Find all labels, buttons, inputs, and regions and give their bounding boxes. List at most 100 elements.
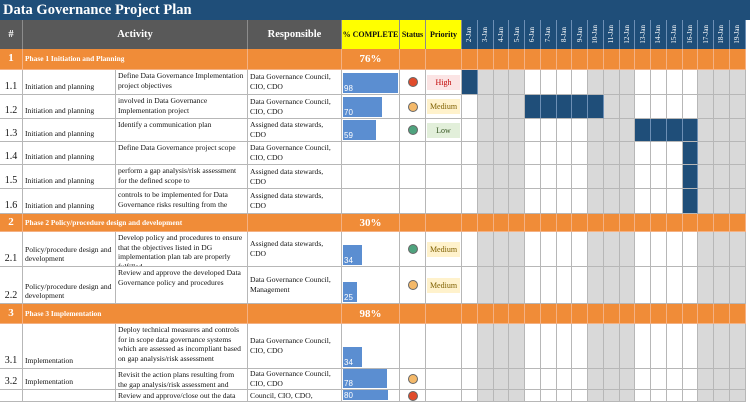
task-activity: Revisit the action plans resulting from … <box>116 369 248 390</box>
task-row[interactable]: 1.5 Initiation and planning perform a gap … <box>0 165 750 189</box>
status-red-icon <box>407 77 418 87</box>
gantt-cell <box>603 49 620 70</box>
phase-status <box>400 304 426 324</box>
task-number: 1.3 <box>0 119 23 142</box>
gantt-cell <box>698 142 714 165</box>
phase-row[interactable]: 2 Phase 2 Policy/procedure design and dev… <box>0 214 750 232</box>
gantt-cell <box>603 142 620 165</box>
progress-bar <box>343 369 387 388</box>
gantt-cell <box>477 304 494 324</box>
date-label: 18-Jan <box>717 25 726 44</box>
gantt-cell <box>635 49 651 70</box>
gantt-cell <box>509 214 525 232</box>
gantt-cell <box>714 95 730 119</box>
gantt-cell <box>714 165 730 189</box>
gantt-cell <box>619 390 636 402</box>
task-activity: perform a gap analysis/risk assessment f… <box>116 165 248 189</box>
progress-value: 34 <box>344 256 353 265</box>
gantt-cell <box>572 70 588 95</box>
gantt-cell <box>556 214 573 232</box>
date-header: 5-Jan <box>509 20 525 49</box>
gantt-cell <box>588 324 604 369</box>
task-percent-complete: 34 <box>342 324 400 369</box>
priority-badge: Medium <box>427 241 460 257</box>
phase-responsible <box>248 49 342 70</box>
header-status: Status <box>400 20 426 49</box>
gantt-cell <box>682 70 699 95</box>
phase-status <box>400 214 426 232</box>
header-percent-complete: % COMPLETE <box>342 20 400 49</box>
gantt-cell <box>556 189 573 214</box>
gantt-cell <box>493 119 510 142</box>
task-priority: Medium <box>426 95 462 119</box>
progress-value: 25 <box>344 293 353 302</box>
task-row[interactable]: 3.1 Implementation Deploy technical measur… <box>0 324 750 369</box>
task-row[interactable]: 1.3 Initiation and planning Identify a com… <box>0 119 750 142</box>
task-priority <box>426 142 462 165</box>
gantt-cell <box>572 232 588 267</box>
gantt-cell <box>509 95 525 119</box>
gantt-cell <box>540 232 557 267</box>
task-number: 1.5 <box>0 165 23 189</box>
gantt-cell <box>588 49 604 70</box>
phase-percent-complete: 98% <box>342 304 400 324</box>
gantt-cell <box>572 324 588 369</box>
gantt-cell <box>462 304 478 324</box>
gantt-cell <box>651 267 667 304</box>
task-category: Initiation and planning <box>23 189 116 214</box>
task-number <box>0 390 23 402</box>
task-row[interactable]: 1.1 Initiation and planning Define Data Go… <box>0 70 750 95</box>
gantt-cell <box>477 142 494 165</box>
gantt-cell <box>588 390 604 402</box>
phase-row[interactable]: 1 Phase 1 Initiation and Planning 76% <box>0 49 750 70</box>
gantt-cell <box>493 49 510 70</box>
task-row[interactable]: Review and approve/close out the data go… <box>0 390 750 402</box>
task-row[interactable]: 1.2 Initiation and planning involved in Da… <box>0 95 750 119</box>
gantt-cell <box>540 119 557 142</box>
gantt-cell <box>525 304 541 324</box>
phase-name: Phase 2 Policy/procedure design and deve… <box>23 214 248 232</box>
gantt-cell <box>462 324 478 369</box>
date-header: 11-Jan <box>603 20 620 49</box>
gantt-cell <box>714 49 730 70</box>
task-responsible: Data Governance Council, CIO, CDO <box>248 369 342 390</box>
gantt-cell <box>588 165 604 189</box>
status-green-icon <box>407 125 418 135</box>
task-row[interactable]: 2.1 Policy/procedure design and developme… <box>0 232 750 267</box>
gantt-cell <box>714 369 730 390</box>
task-row[interactable]: 1.4 Initiation and planning Define Data Go… <box>0 142 750 165</box>
gantt-cell <box>698 304 714 324</box>
task-responsible: Data Governance Council, CIO, CDO <box>248 95 342 119</box>
task-category: Implementation <box>23 324 116 369</box>
gantt-cell <box>477 70 494 95</box>
gantt-cell <box>682 95 699 119</box>
task-activity: Review and approve/close out the data go… <box>116 390 248 402</box>
gantt-cell <box>588 304 604 324</box>
date-header: 18-Jan <box>714 20 730 49</box>
gantt-cell <box>619 49 636 70</box>
task-responsible: Data Governance Council, CIO, CDO <box>248 324 342 369</box>
gantt-bar-segment <box>462 70 478 95</box>
gantt-bar-segment <box>572 95 588 119</box>
task-row[interactable]: 2.2 Policy/procedure design and developme… <box>0 267 750 304</box>
task-status <box>400 142 426 165</box>
gantt-cell <box>462 119 478 142</box>
gantt-cell <box>525 324 541 369</box>
task-responsible: Data Governance Council, CIO, CDO <box>248 142 342 165</box>
task-category <box>23 390 116 402</box>
task-category: Initiation and planning <box>23 165 116 189</box>
gantt-bar-segment <box>540 95 557 119</box>
gantt-cell <box>556 142 573 165</box>
gantt-bar-segment <box>651 119 667 142</box>
gantt-cell <box>651 49 667 70</box>
gantt-cell <box>572 165 588 189</box>
task-row[interactable]: 1.6 Initiation and planning controls to be… <box>0 189 750 214</box>
gantt-cell <box>556 324 573 369</box>
task-row[interactable]: 3.2 Implementation Revisit the action plan… <box>0 369 750 390</box>
gantt-cell <box>651 232 667 267</box>
task-status <box>400 70 426 95</box>
date-label: 10-Jan <box>591 25 600 44</box>
phase-row[interactable]: 3 Phase 3 Implementation 98% <box>0 304 750 324</box>
task-status <box>400 165 426 189</box>
gantt-cell <box>729 142 746 165</box>
